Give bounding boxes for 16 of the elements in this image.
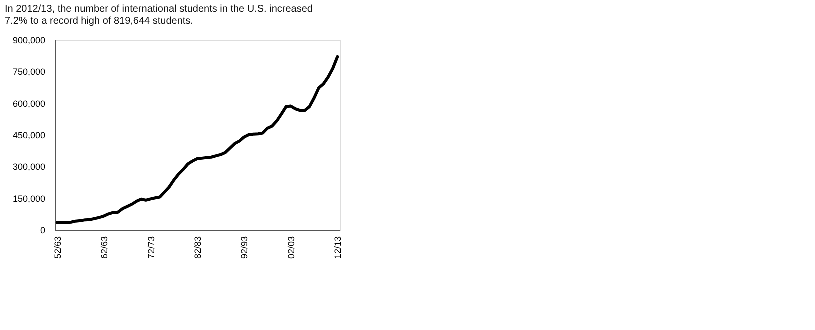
chart-title: In 2012/13, the number of international students in the U.S. increased 7.2% to a record high of 819,644 students. [5, 4, 313, 27]
x-tick-label: 92/93 [240, 236, 250, 260]
y-tick-label: 450,000 [12, 130, 46, 140]
y-tick-label: 0 [40, 226, 46, 236]
line-series [56, 55, 340, 224]
x-tick-label: 02/03 [286, 236, 296, 260]
x-tick-label: 82/83 [193, 236, 203, 260]
y-tick-label: 300,000 [12, 162, 46, 172]
x-tick-label: 52/63 [52, 236, 63, 260]
y-tick-label: 900,000 [12, 36, 46, 46]
y-tick-label: 150,000 [12, 194, 46, 204]
y-tick-label: 600,000 [12, 98, 46, 109]
y-tick-label: 750,000 [12, 67, 46, 78]
x-tick-label: 12/13 [333, 236, 344, 260]
x-tick-label: 72/73 [146, 236, 156, 260]
x-tick-label: 62/63 [100, 236, 110, 260]
